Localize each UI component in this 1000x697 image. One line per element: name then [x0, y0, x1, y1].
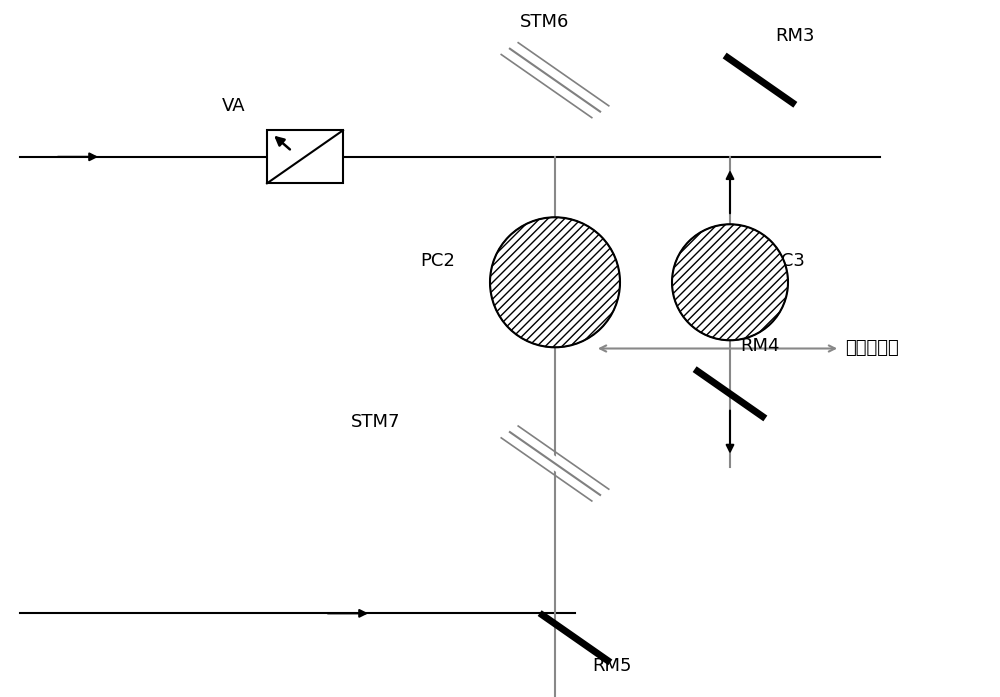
Text: 可左右移动: 可左右移动 — [845, 339, 899, 358]
Text: PC2: PC2 — [420, 252, 455, 270]
Text: STM6: STM6 — [520, 13, 570, 31]
Text: RM4: RM4 — [740, 337, 780, 355]
Text: VA: VA — [221, 97, 245, 115]
Text: PC3: PC3 — [770, 252, 805, 270]
Ellipse shape — [490, 217, 620, 347]
Text: RM5: RM5 — [592, 657, 632, 675]
Text: RM3: RM3 — [775, 27, 814, 45]
Text: STM7: STM7 — [351, 413, 400, 431]
Bar — [267, 130, 343, 183]
Ellipse shape — [672, 224, 788, 340]
